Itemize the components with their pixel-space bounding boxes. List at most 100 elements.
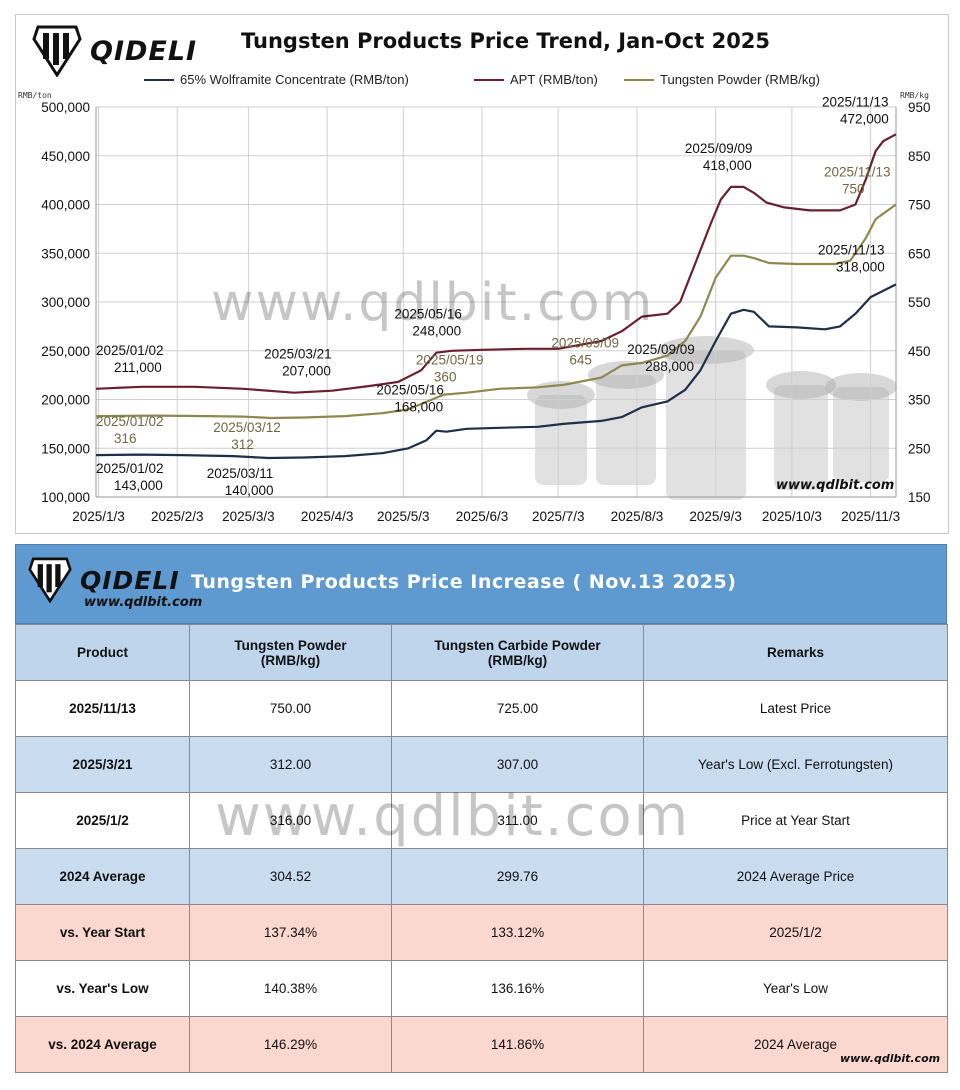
legend-label: APT (RMB/ton) <box>510 72 598 87</box>
table-cell: 725.00 <box>391 680 644 737</box>
table-cell: 299.76 <box>391 848 644 905</box>
legend-item-wolframite: 65% Wolframite Concentrate (RMB/ton) <box>144 72 409 87</box>
brand-name: QIDELI <box>90 35 198 67</box>
table-row: 2024 Average 304.52 299.76 2024 Average Pri… <box>15 848 948 905</box>
price-increase-table: Product Tungsten Powder (RMB/kg) Tungste… <box>15 624 948 1073</box>
column-header: Tungsten Powder (RMB/kg) <box>189 624 392 681</box>
y-right-tick-label: 250 <box>908 441 931 456</box>
table-header: QIDELI www.qdlbit.com Tungsten Products … <box>15 544 947 624</box>
y-left-tick-label: 400,000 <box>41 198 90 213</box>
data-label-value: 645 <box>569 353 592 368</box>
price-trend-chart: 500,000 450,000 400,000 350,000 300,000 250,0… <box>41 94 931 524</box>
brand-logo: QIDELI <box>32 25 197 77</box>
legend-item-tungsten-powder: Tungsten Powder (RMB/kg) <box>624 72 820 87</box>
left-axis-unit: RMB/ton <box>18 91 52 100</box>
drill-bit-image <box>774 385 828 490</box>
table-cell: 136.16% <box>391 960 644 1017</box>
data-label-date: 2025/05/16 <box>394 307 462 322</box>
table-cell: 146.29% <box>189 1016 392 1073</box>
y-left-tick-label: 200,000 <box>41 393 90 408</box>
table-cell: 312.00 <box>189 736 392 793</box>
series-tungsten-powder-line <box>95 203 897 420</box>
y-right-tick-label: 350 <box>908 393 931 408</box>
table-cell: 750.00 <box>189 680 392 737</box>
legend-label: 65% Wolframite Concentrate (RMB/ton) <box>180 72 409 87</box>
table-cell: 2024 Average Price <box>643 848 948 905</box>
x-tick-label: 2025/6/3 <box>456 509 509 524</box>
table-cell: 304.52 <box>189 848 392 905</box>
x-tick-label: 2025/3/3 <box>222 509 275 524</box>
chart-website: www.qdlbit.com <box>776 478 895 493</box>
table-cell: Price at Year Start <box>643 792 948 849</box>
qideli-logo-icon <box>32 25 82 77</box>
y-right-tick-label: 550 <box>908 295 931 310</box>
data-label-date: 2025/03/11 <box>207 466 274 481</box>
legend-swatch <box>474 78 504 81</box>
y-left-tick-label: 100,000 <box>41 490 90 505</box>
data-label-value: 360 <box>434 370 457 385</box>
drill-bit-image <box>527 381 595 409</box>
table-footer-website: www.qdlbit.com <box>840 1052 941 1065</box>
data-label-date: 2025/01/02 <box>96 461 164 476</box>
data-label-date: 2025/09/09 <box>551 336 619 351</box>
table-row: vs. 2024 Average 146.29% 141.86% 2024 Avera… <box>15 1016 948 1073</box>
row-label: vs. Year Start <box>15 904 190 961</box>
table-cell: 137.34% <box>189 904 392 961</box>
data-label-date: 2025/05/16 <box>376 383 444 398</box>
data-label-value: 288,000 <box>645 359 694 374</box>
x-tick-label: 2025/2/3 <box>151 509 204 524</box>
x-tick-label: 2025/7/3 <box>532 509 585 524</box>
row-label: 2025/1/2 <box>15 792 190 849</box>
row-label: 2024 Average <box>15 848 190 905</box>
y-left-tick-label: 450,000 <box>41 149 90 164</box>
y-right-tick-label: 150 <box>908 490 931 505</box>
legend-label: Tungsten Powder (RMB/kg) <box>660 72 820 87</box>
table-row: vs. Year Start 137.34% 133.12% 2025/1/2 <box>15 904 948 961</box>
table-cell: 140.38% <box>189 960 392 1017</box>
row-label: vs. Year's Low <box>15 960 190 1017</box>
data-label-value: 318,000 <box>836 259 885 274</box>
data-label-value: 211,000 <box>114 360 162 375</box>
data-label-value: 143,000 <box>114 478 163 493</box>
data-label-date: 2025/09/09 <box>627 342 695 357</box>
data-label-value: 140,000 <box>225 483 274 498</box>
drill-bit-image <box>825 373 897 401</box>
data-label-date: 2025/03/21 <box>264 347 332 362</box>
table-cell: Latest Price <box>643 680 948 737</box>
drill-bit-image <box>766 371 836 399</box>
x-tick-label: 2025/9/3 <box>689 509 742 524</box>
table-row: vs. Year's Low 140.38% 136.16% Year's Low <box>15 960 948 1017</box>
table-cell: 141.86% <box>391 1016 644 1073</box>
data-label-value: 316 <box>114 431 137 446</box>
data-label-value: 750 <box>842 182 865 197</box>
series-wolframite-line <box>95 283 897 460</box>
x-tick-label: 2025/10/3 <box>762 509 822 524</box>
series-apt-line <box>95 133 897 394</box>
table-row: 2025/11/13 750.00 725.00 Latest Price <box>15 680 948 737</box>
table-cell: 307.00 <box>391 736 644 793</box>
data-label-date: 2025/01/02 <box>96 343 164 358</box>
y-right-tick-label: 650 <box>908 246 931 261</box>
table-cell: 311.00 <box>391 792 644 849</box>
column-header: Tungsten Carbide Powder (RMB/kg) <box>391 624 644 681</box>
row-label: 2025/3/21 <box>15 736 190 793</box>
data-label-date: 2025/11/13 <box>818 242 885 257</box>
x-tick-label: 2025/5/3 <box>377 509 430 524</box>
drill-bit-image <box>535 395 587 485</box>
data-label-value: 312 <box>231 437 254 452</box>
y-left-tick-label: 250,000 <box>41 344 90 359</box>
drill-bit-image <box>588 361 664 389</box>
brand-logo: QIDELI <box>28 557 180 603</box>
x-tick-label: 2025/11/3 <box>841 509 900 524</box>
data-label-date: 2025/05/19 <box>416 353 484 368</box>
y-right-tick-label: 850 <box>908 149 931 164</box>
right-axis-unit: RMB/kg <box>900 91 929 100</box>
data-label-value: 472,000 <box>840 111 889 126</box>
column-header: Remarks <box>643 624 948 681</box>
legend-swatch <box>144 78 174 81</box>
y-left-tick-label: 300,000 <box>41 295 90 310</box>
y-left-tick-label: 150,000 <box>41 441 90 456</box>
table-title: Tungsten Products Price Increase ( Nov.1… <box>191 571 737 593</box>
table-cell: Year's Low <box>643 960 948 1017</box>
chart-title: Tungsten Products Price Trend, Jan-Oct 2… <box>241 29 771 53</box>
